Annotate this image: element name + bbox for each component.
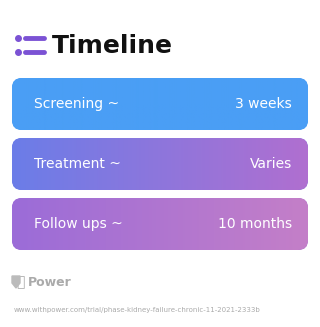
FancyBboxPatch shape — [12, 198, 308, 250]
Polygon shape — [12, 276, 20, 288]
Text: 10 months: 10 months — [218, 217, 292, 231]
Text: 3 weeks: 3 weeks — [235, 97, 292, 111]
Text: Timeline: Timeline — [52, 34, 173, 58]
Text: Screening ~: Screening ~ — [34, 97, 119, 111]
FancyBboxPatch shape — [12, 78, 308, 130]
Text: Varies: Varies — [250, 157, 292, 171]
Text: Treatment ~: Treatment ~ — [34, 157, 121, 171]
Text: ␧: ␧ — [16, 275, 24, 289]
Text: Power: Power — [28, 276, 72, 288]
Text: www.withpower.com/trial/phase-kidney-failure-chronic-11-2021-2333b: www.withpower.com/trial/phase-kidney-fai… — [14, 307, 261, 313]
Text: Follow ups ~: Follow ups ~ — [34, 217, 123, 231]
FancyBboxPatch shape — [12, 138, 308, 190]
